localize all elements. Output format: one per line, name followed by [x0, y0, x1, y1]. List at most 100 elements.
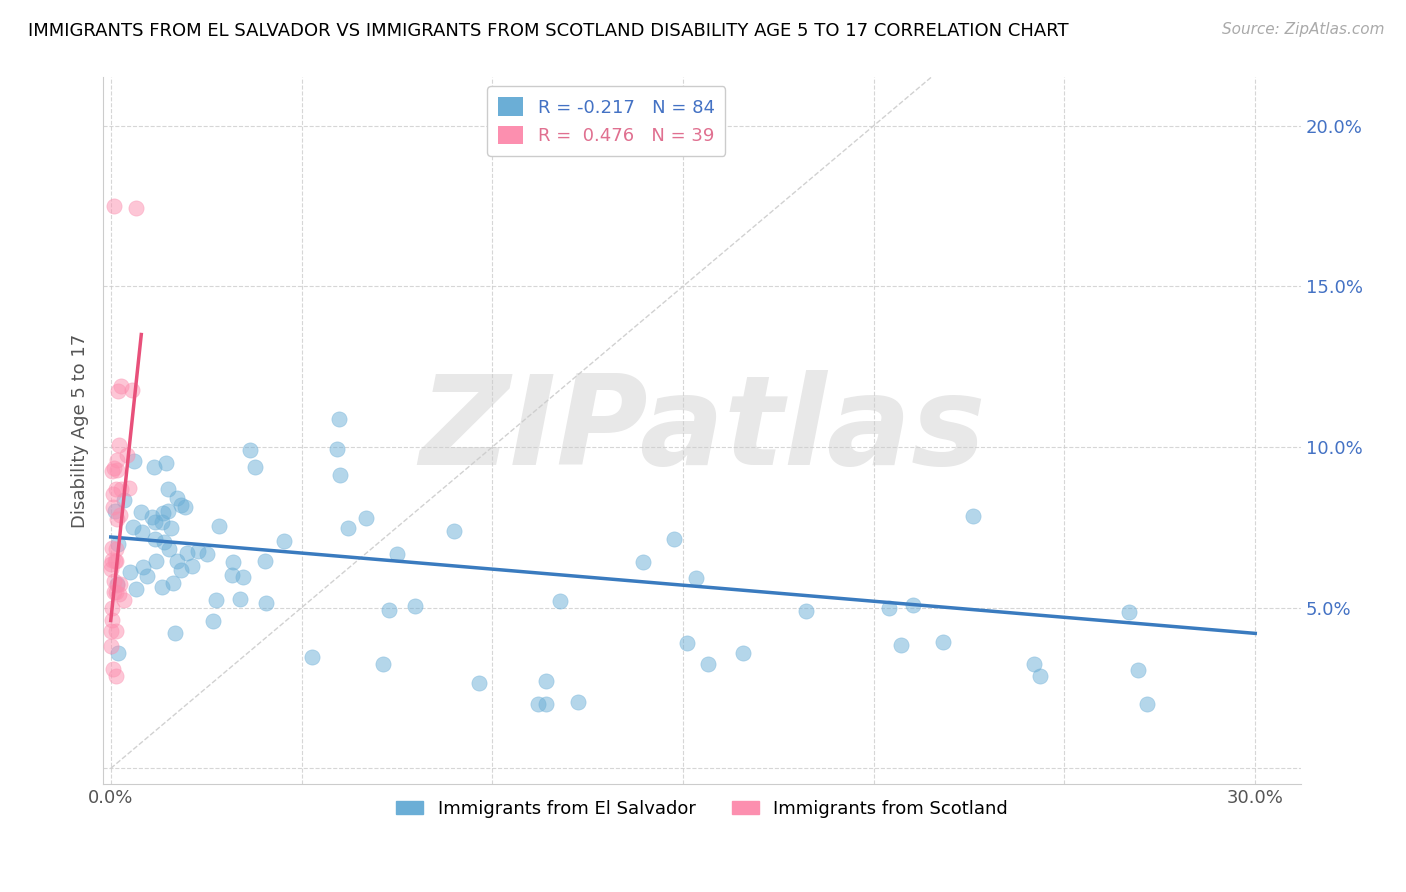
Point — [104, 624, 127, 638]
Point — [101, 552, 124, 566]
Point — [108, 587, 131, 601]
Point — [131, 525, 153, 540]
Point — [187, 543, 209, 558]
Point — [125, 201, 148, 215]
Point — [931, 635, 953, 649]
Point — [467, 676, 489, 690]
Point — [404, 599, 426, 613]
Point — [155, 456, 177, 470]
Point — [101, 614, 124, 628]
Point — [794, 604, 817, 618]
Legend: Immigrants from El Salvador, Immigrants from Scotland: Immigrants from El Salvador, Immigrants … — [389, 792, 1015, 825]
Point — [443, 524, 465, 538]
Point — [253, 554, 276, 568]
Point — [132, 560, 155, 574]
Point — [527, 697, 550, 711]
Point — [228, 591, 250, 606]
Y-axis label: Disability Age 5 to 17: Disability Age 5 to 17 — [72, 334, 89, 528]
Point — [208, 518, 231, 533]
Point — [103, 574, 125, 589]
Point — [1118, 605, 1140, 619]
Point — [195, 547, 218, 561]
Point — [385, 547, 408, 561]
Point — [110, 482, 132, 496]
Point — [685, 571, 707, 585]
Point — [150, 515, 173, 529]
Point — [152, 535, 174, 549]
Point — [676, 635, 699, 649]
Point — [254, 596, 277, 610]
Point — [100, 562, 122, 576]
Point — [100, 557, 122, 571]
Point — [110, 379, 132, 393]
Point — [103, 460, 125, 475]
Point — [170, 563, 193, 577]
Point — [697, 657, 720, 671]
Point — [325, 442, 347, 456]
Point — [100, 541, 122, 556]
Point — [103, 504, 125, 518]
Point — [101, 464, 124, 478]
Point — [962, 509, 984, 524]
Point — [631, 555, 654, 569]
Point — [107, 384, 129, 398]
Point — [354, 511, 377, 525]
Point — [733, 646, 755, 660]
Point — [534, 674, 557, 689]
Point — [173, 500, 195, 515]
Point — [105, 669, 128, 683]
Point — [534, 697, 557, 711]
Point — [121, 383, 143, 397]
Point — [239, 443, 262, 458]
Text: IMMIGRANTS FROM EL SALVADOR VS IMMIGRANTS FROM SCOTLAND DISABILITY AGE 5 TO 17 C: IMMIGRANTS FROM EL SALVADOR VS IMMIGRANT… — [28, 22, 1069, 40]
Point — [101, 662, 124, 676]
Point — [1022, 657, 1045, 671]
Point — [221, 567, 243, 582]
Point — [162, 575, 184, 590]
Point — [129, 505, 152, 519]
Point — [100, 600, 122, 615]
Point — [567, 695, 589, 709]
Point — [328, 412, 350, 426]
Point — [117, 481, 139, 495]
Point — [105, 585, 128, 599]
Point — [100, 624, 122, 639]
Point — [125, 582, 148, 596]
Point — [160, 521, 183, 535]
Point — [107, 438, 129, 452]
Point — [157, 504, 180, 518]
Point — [152, 506, 174, 520]
Point — [117, 448, 139, 462]
Point — [100, 639, 122, 653]
Point — [877, 601, 900, 615]
Point — [205, 592, 228, 607]
Text: Source: ZipAtlas.com: Source: ZipAtlas.com — [1222, 22, 1385, 37]
Point — [243, 459, 266, 474]
Point — [105, 462, 128, 476]
Point — [166, 491, 188, 505]
Point — [222, 555, 245, 569]
Point — [301, 649, 323, 664]
Point — [105, 578, 128, 592]
Point — [143, 460, 166, 475]
Point — [890, 639, 912, 653]
Point — [662, 532, 685, 546]
Point — [107, 536, 129, 550]
Point — [103, 584, 125, 599]
Point — [373, 657, 395, 671]
Point — [143, 515, 166, 529]
Point — [105, 577, 128, 591]
Point — [101, 486, 124, 500]
Point — [122, 454, 145, 468]
Point — [166, 554, 188, 568]
Point — [1128, 663, 1150, 677]
Point — [377, 603, 399, 617]
Point — [103, 199, 125, 213]
Point — [108, 508, 131, 523]
Point — [150, 580, 173, 594]
Point — [232, 570, 254, 584]
Point — [112, 492, 135, 507]
Point — [104, 554, 127, 568]
Point — [121, 520, 143, 534]
Point — [180, 559, 202, 574]
